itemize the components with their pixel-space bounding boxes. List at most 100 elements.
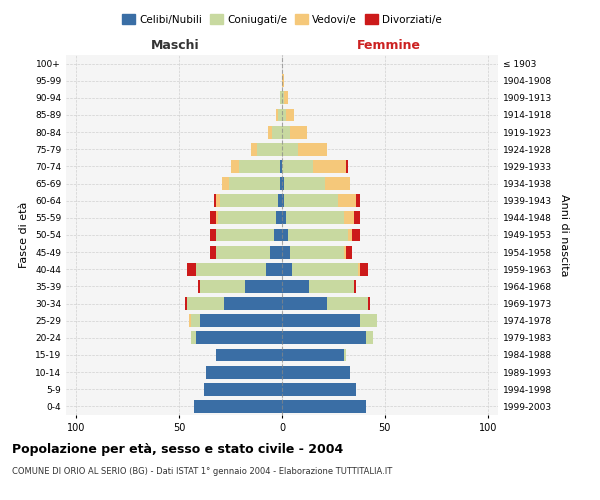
Bar <box>196 332 282 344</box>
Bar <box>278 108 282 122</box>
Bar <box>257 143 282 156</box>
Text: Maschi: Maschi <box>151 38 199 52</box>
Bar <box>356 194 360 207</box>
Bar <box>239 160 280 173</box>
Bar <box>298 143 327 156</box>
Bar <box>251 143 257 156</box>
Bar <box>191 332 196 344</box>
Bar <box>368 297 370 310</box>
Bar <box>185 297 187 310</box>
Bar <box>282 400 367 413</box>
Text: Popolazione per età, sesso e stato civile - 2004: Popolazione per età, sesso e stato civil… <box>12 442 343 456</box>
Bar <box>276 212 282 224</box>
Bar <box>190 314 191 327</box>
Bar <box>284 177 325 190</box>
Bar <box>206 366 282 378</box>
Y-axis label: Anni di nascita: Anni di nascita <box>559 194 569 276</box>
Bar <box>280 177 282 190</box>
Bar <box>200 280 245 293</box>
Bar <box>344 348 346 362</box>
Bar <box>327 297 368 310</box>
Bar <box>286 212 344 224</box>
Bar <box>216 246 269 258</box>
Bar <box>282 348 344 362</box>
Bar <box>282 383 356 396</box>
Bar <box>194 400 282 413</box>
Bar <box>282 366 350 378</box>
Bar <box>352 228 360 241</box>
Bar <box>282 228 288 241</box>
Bar <box>358 263 360 276</box>
Bar <box>360 314 377 327</box>
Bar <box>266 263 282 276</box>
Bar <box>284 194 338 207</box>
Bar <box>191 314 200 327</box>
Bar <box>210 246 216 258</box>
Bar <box>360 263 368 276</box>
Bar <box>272 126 282 138</box>
Bar <box>282 212 286 224</box>
Bar <box>218 212 276 224</box>
Bar <box>214 194 216 207</box>
Bar <box>282 263 292 276</box>
Bar <box>292 263 358 276</box>
Bar <box>348 228 352 241</box>
Bar <box>282 126 290 138</box>
Bar <box>282 194 284 207</box>
Bar <box>282 280 309 293</box>
Bar <box>223 177 229 190</box>
Bar <box>200 314 282 327</box>
Bar <box>230 160 239 173</box>
Bar <box>224 297 282 310</box>
Bar <box>367 332 373 344</box>
Bar <box>338 194 356 207</box>
Bar <box>216 228 274 241</box>
Bar <box>346 246 352 258</box>
Bar <box>344 246 346 258</box>
Bar <box>216 212 218 224</box>
Bar <box>276 108 278 122</box>
Bar <box>344 212 354 224</box>
Bar <box>187 297 224 310</box>
Bar <box>220 194 278 207</box>
Bar <box>354 280 356 293</box>
Bar <box>197 280 200 293</box>
Bar <box>282 160 313 173</box>
Bar <box>282 108 286 122</box>
Bar <box>280 160 282 173</box>
Bar <box>229 177 280 190</box>
Bar <box>313 160 346 173</box>
Bar <box>325 177 350 190</box>
Text: Femmine: Femmine <box>357 38 421 52</box>
Legend: Celibi/Nubili, Coniugati/e, Vedovi/e, Divorziati/e: Celibi/Nubili, Coniugati/e, Vedovi/e, Di… <box>118 10 446 29</box>
Bar <box>216 348 282 362</box>
Bar <box>282 92 284 104</box>
Bar <box>309 280 354 293</box>
Bar <box>245 280 282 293</box>
Bar <box>210 212 216 224</box>
Bar <box>286 108 295 122</box>
Bar <box>290 126 307 138</box>
Bar <box>269 246 282 258</box>
Bar <box>204 383 282 396</box>
Bar <box>280 92 282 104</box>
Bar <box>288 228 348 241</box>
Bar <box>282 74 284 87</box>
Y-axis label: Fasce di età: Fasce di età <box>19 202 29 268</box>
Bar <box>274 228 282 241</box>
Bar <box>278 194 282 207</box>
Bar <box>282 314 360 327</box>
Bar <box>268 126 272 138</box>
Text: COMUNE DI ORIO AL SERIO (BG) - Dati ISTAT 1° gennaio 2004 - Elaborazione TUTTITA: COMUNE DI ORIO AL SERIO (BG) - Dati ISTA… <box>12 468 392 476</box>
Bar <box>282 246 290 258</box>
Bar <box>282 177 284 190</box>
Bar <box>196 263 266 276</box>
Bar <box>187 263 196 276</box>
Bar <box>210 228 216 241</box>
Bar <box>354 212 360 224</box>
Bar <box>216 194 220 207</box>
Bar <box>282 332 367 344</box>
Bar <box>282 143 298 156</box>
Bar <box>284 92 288 104</box>
Bar <box>290 246 344 258</box>
